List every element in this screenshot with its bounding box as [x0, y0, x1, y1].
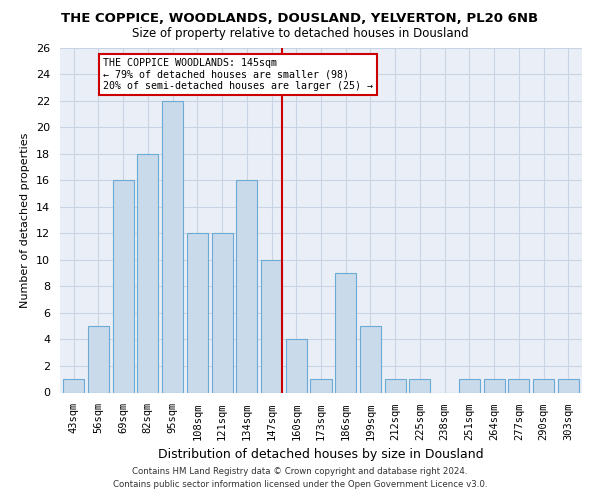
Y-axis label: Number of detached properties: Number of detached properties	[20, 132, 31, 308]
Text: THE COPPICE, WOODLANDS, DOUSLAND, YELVERTON, PL20 6NB: THE COPPICE, WOODLANDS, DOUSLAND, YELVER…	[61, 12, 539, 26]
Bar	[187, 234, 208, 392]
Text: Contains HM Land Registry data © Crown copyright and database right 2024.
Contai: Contains HM Land Registry data © Crown c…	[113, 468, 487, 489]
Bar	[63, 379, 84, 392]
Bar	[261, 260, 282, 392]
Bar	[88, 326, 109, 392]
Bar	[286, 340, 307, 392]
Text: THE COPPICE WOODLANDS: 145sqm
← 79% of detached houses are smaller (98)
20% of s: THE COPPICE WOODLANDS: 145sqm ← 79% of d…	[103, 58, 373, 92]
Bar	[558, 379, 579, 392]
Bar	[508, 379, 529, 392]
Bar	[310, 379, 332, 392]
Text: Size of property relative to detached houses in Dousland: Size of property relative to detached ho…	[131, 28, 469, 40]
Bar	[335, 273, 356, 392]
Bar	[113, 180, 134, 392]
X-axis label: Distribution of detached houses by size in Dousland: Distribution of detached houses by size …	[158, 448, 484, 461]
Bar	[459, 379, 480, 392]
Bar	[409, 379, 430, 392]
Bar	[484, 379, 505, 392]
Bar	[385, 379, 406, 392]
Bar	[360, 326, 381, 392]
Bar	[212, 234, 233, 392]
Bar	[137, 154, 158, 392]
Bar	[533, 379, 554, 392]
Bar	[162, 100, 183, 393]
Bar	[236, 180, 257, 392]
